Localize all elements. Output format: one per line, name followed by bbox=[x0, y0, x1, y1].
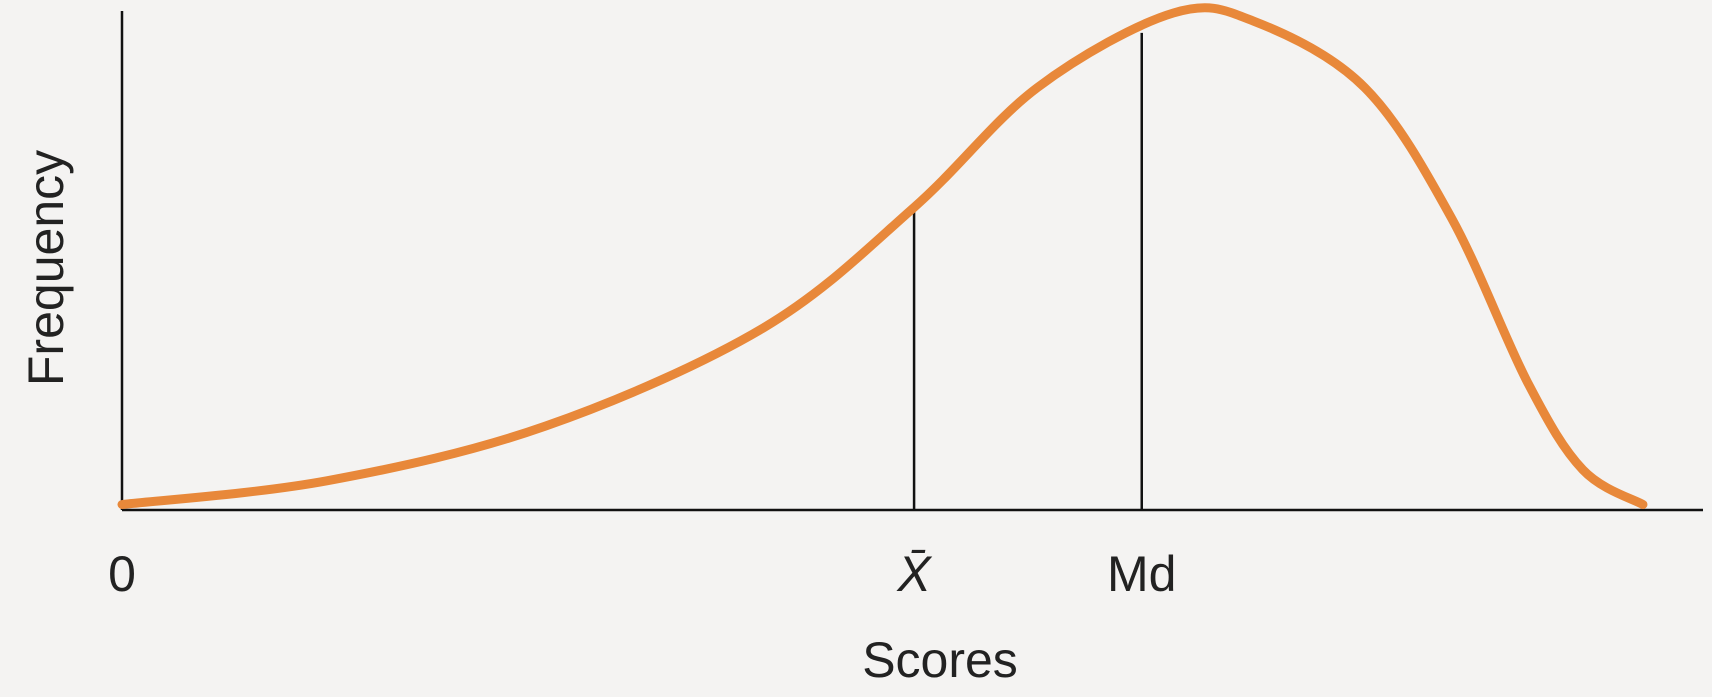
x-axis-label: Scores bbox=[862, 632, 1018, 688]
x-tick-label: 0 bbox=[108, 546, 136, 602]
curve bbox=[117, 3, 1648, 510]
marker-label: X̄ bbox=[896, 546, 932, 602]
y-axis-label: Frequency bbox=[18, 150, 74, 386]
marker-label: Md bbox=[1107, 546, 1176, 602]
